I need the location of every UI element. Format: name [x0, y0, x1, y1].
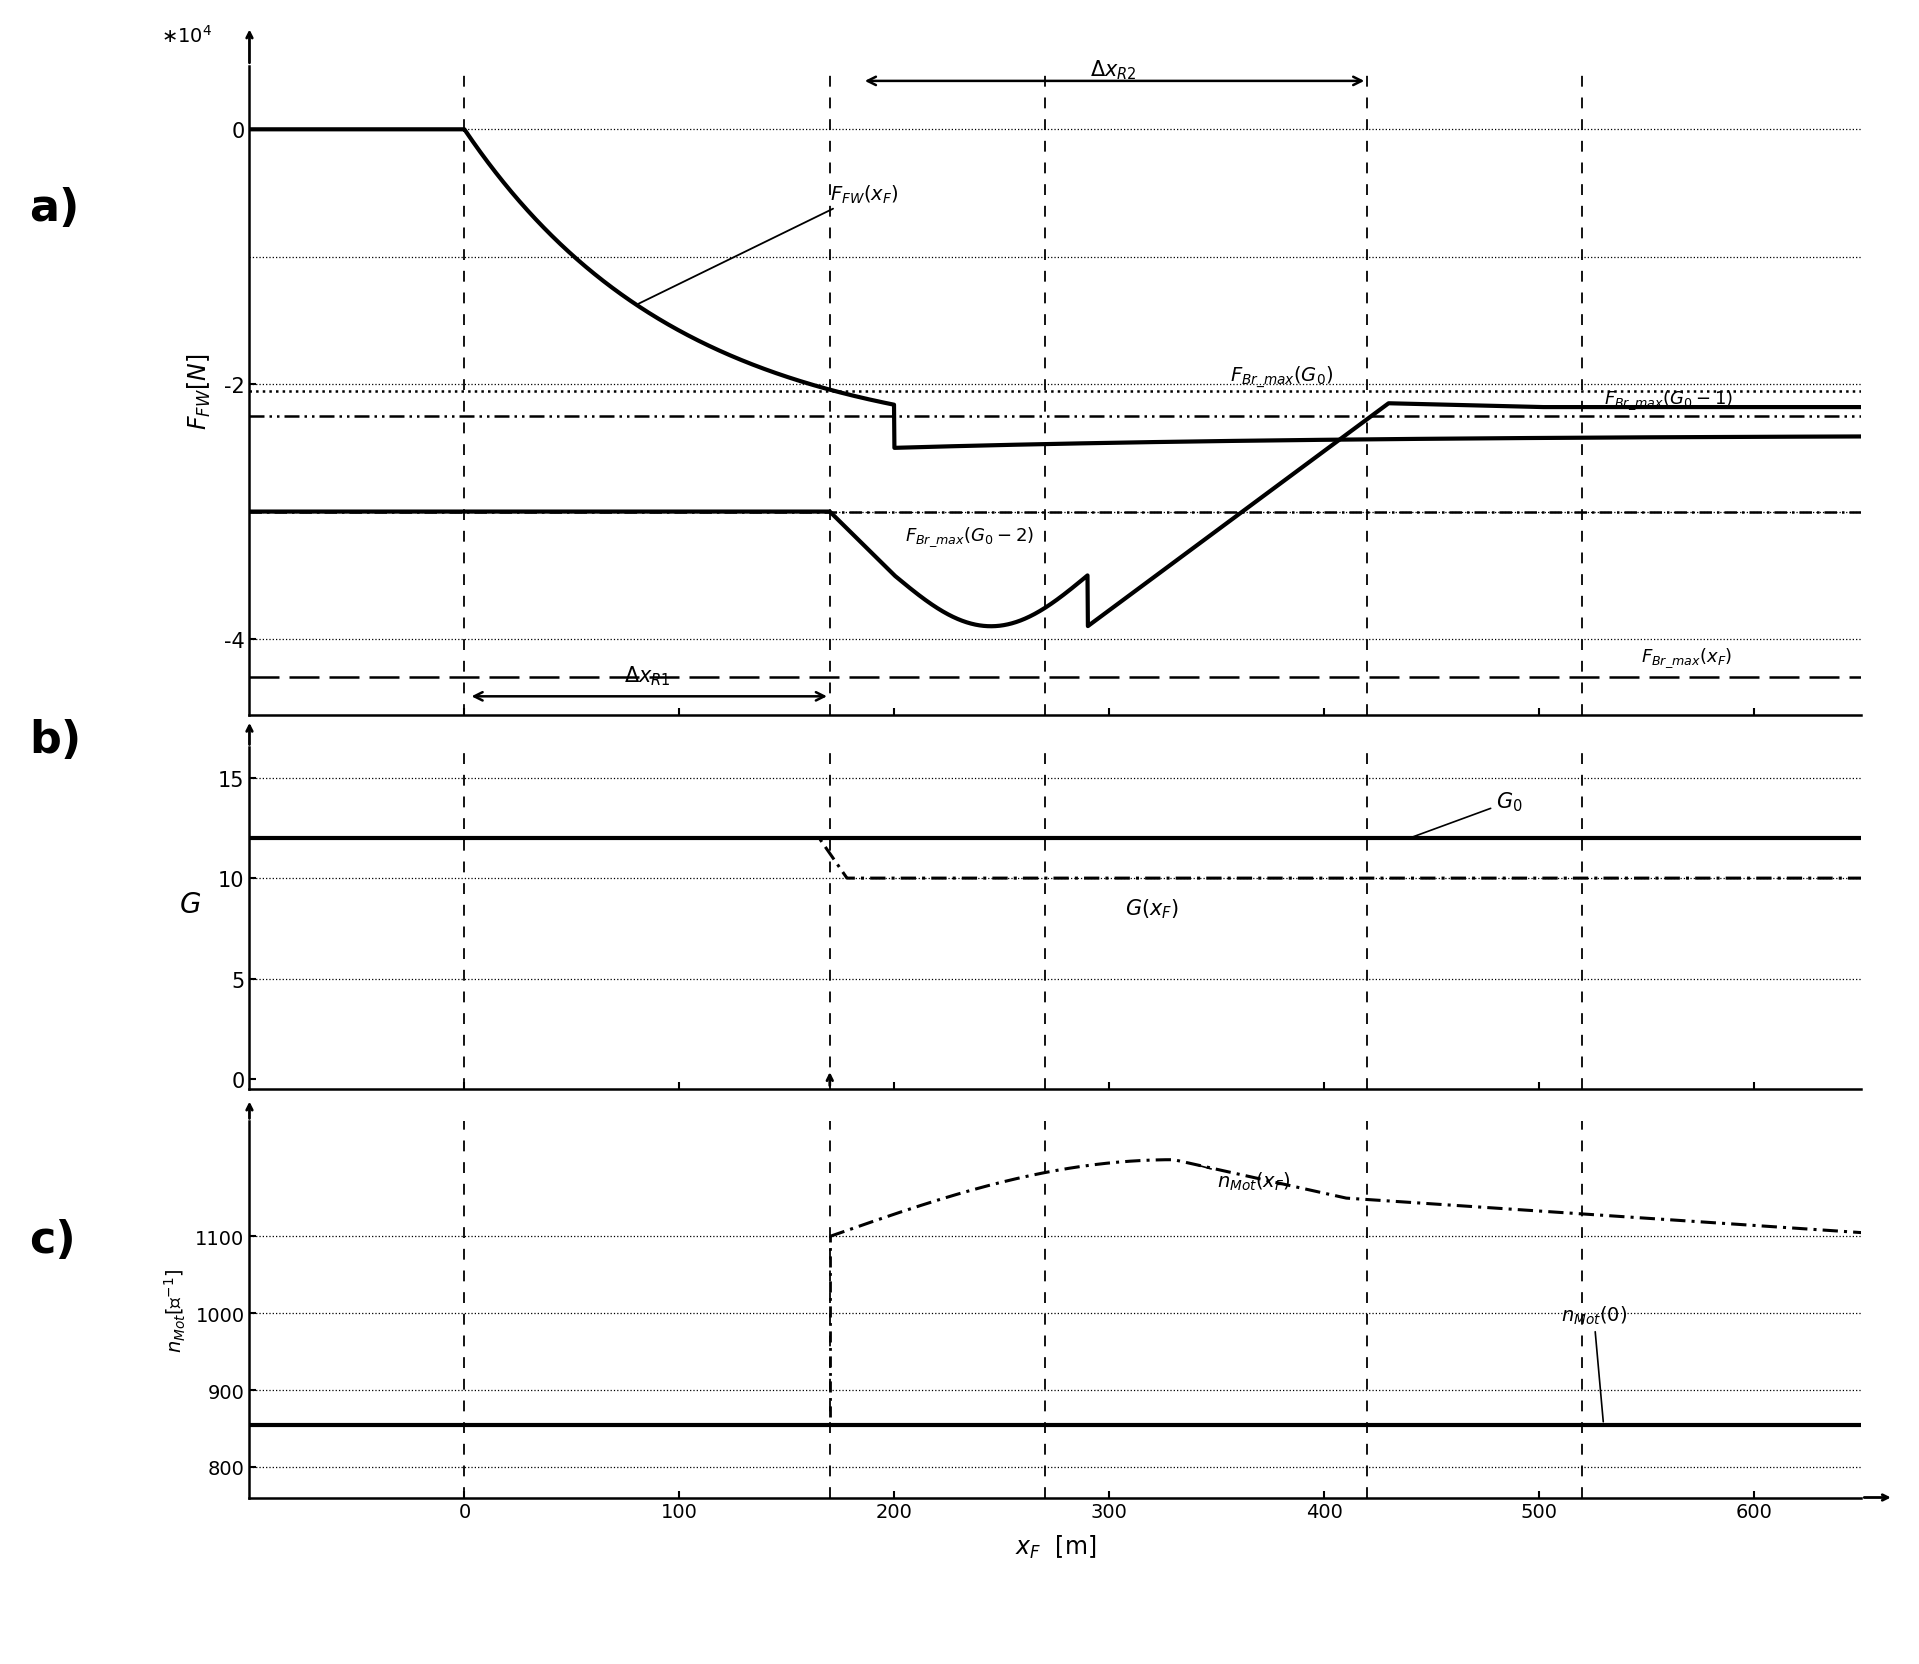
Text: $G_0$: $G_0$	[1412, 790, 1522, 837]
Text: $F_{Br\_max}(G_0)$: $F_{Br\_max}(G_0)$	[1230, 364, 1332, 389]
Y-axis label: $G$: $G$	[178, 890, 201, 919]
X-axis label: $x_F$  [m]: $x_F$ [m]	[1015, 1533, 1096, 1559]
Text: b): b)	[29, 719, 81, 762]
Text: $F_{Br\_max}(G_0-2)$: $F_{Br\_max}(G_0-2)$	[906, 524, 1034, 547]
Text: c): c)	[29, 1218, 75, 1261]
Text: $\Delta x_{R1}$: $\Delta x_{R1}$	[624, 664, 670, 687]
Text: $n_{Mot}(x_F)$: $n_{Mot}(x_F)$	[1197, 1165, 1291, 1191]
Text: $\Delta x_{R2}$: $\Delta x_{R2}$	[1090, 58, 1136, 82]
Text: a): a)	[29, 186, 79, 230]
Text: $F_{FW}(x_F)$: $F_{FW}(x_F)$	[639, 183, 898, 305]
Text: $F_{Br\_max}(G_0-1)$: $F_{Br\_max}(G_0-1)$	[1604, 389, 1733, 413]
Y-axis label: $F_{FW}[N]$: $F_{FW}[N]$	[186, 353, 213, 429]
Text: $\ast 10^4$: $\ast 10^4$	[161, 25, 211, 47]
Y-axis label: $n_{Mot}$[$\mathit{\text{分}}^{-1}$]: $n_{Mot}$[$\mathit{\text{分}}^{-1}$]	[163, 1268, 188, 1351]
Text: $n_{Mot}(0)$: $n_{Mot}(0)$	[1560, 1305, 1627, 1423]
Text: $F_{Br\_max}(x_F)$: $F_{Br\_max}(x_F)$	[1641, 646, 1733, 669]
Text: $G(x_F)$: $G(x_F)$	[1125, 897, 1178, 920]
